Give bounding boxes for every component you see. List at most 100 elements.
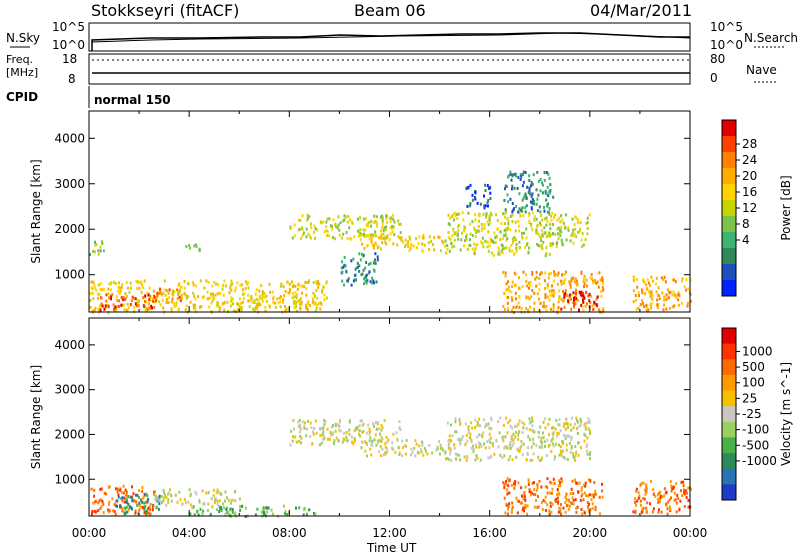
echo-cell	[211, 284, 214, 288]
echo-cell	[345, 270, 348, 274]
echo-cell	[430, 240, 433, 243]
echo-cell	[594, 505, 597, 509]
echo-cell	[681, 277, 684, 281]
echo-cell	[564, 292, 567, 296]
echo-cell	[551, 442, 554, 446]
echo-cell	[374, 230, 377, 234]
echo-cell	[302, 231, 305, 235]
echo-cell	[158, 300, 161, 304]
echo-cell	[123, 491, 126, 495]
echo-cell	[341, 279, 344, 283]
echo-cell	[571, 416, 574, 420]
echo-cell	[475, 229, 478, 233]
echo-cell	[563, 422, 566, 426]
echo-cell	[279, 305, 282, 309]
echo-cell	[503, 482, 506, 486]
echo-cell	[156, 496, 159, 499]
echo-cell	[497, 252, 500, 256]
echo-cell	[665, 297, 668, 301]
echo-cell	[472, 448, 475, 451]
echo-cell	[418, 444, 421, 448]
echo-cell	[170, 309, 173, 313]
echo-cell	[589, 451, 592, 455]
echo-cell	[664, 296, 667, 300]
echo-cell	[365, 224, 368, 227]
echo-cell	[365, 276, 368, 280]
echo-cell	[172, 302, 175, 306]
echo-cell	[510, 436, 513, 440]
echo-cell	[547, 444, 550, 448]
echo-cell	[510, 244, 513, 247]
echo-cell	[536, 292, 539, 296]
echo-cell	[534, 231, 537, 235]
echo-cell	[337, 215, 340, 219]
echo-cell	[338, 424, 341, 428]
echo-cell	[485, 212, 488, 216]
echo-cell	[506, 477, 509, 481]
echo-cell	[354, 278, 357, 282]
echo-cell	[522, 442, 525, 446]
echo-cell	[572, 492, 575, 495]
echo-cell	[503, 228, 506, 232]
echo-cell	[511, 458, 514, 462]
echo-cell	[501, 456, 504, 460]
echo-cell	[553, 216, 556, 220]
echo-cell	[678, 508, 681, 512]
echo-cell	[584, 304, 587, 308]
echo-cell	[331, 224, 333, 228]
echo-cell	[514, 220, 517, 224]
echo-cell	[205, 491, 208, 495]
echo-cell	[639, 303, 642, 307]
date-label: 04/Mar/2011	[590, 1, 692, 20]
echo-cell	[582, 280, 585, 284]
echo-cell	[635, 489, 638, 493]
echo-cell	[105, 293, 108, 297]
echo-cell	[131, 507, 133, 511]
echo-cell	[100, 296, 103, 300]
echo-cell	[547, 194, 550, 198]
echo-cell	[307, 419, 309, 423]
echo-cell	[292, 284, 295, 288]
echo-cell	[385, 214, 388, 218]
echo-cell	[90, 286, 93, 290]
echo-cell	[646, 501, 649, 505]
echo-cell	[642, 279, 645, 283]
echo-cell	[201, 296, 204, 299]
echo-cell	[557, 309, 559, 313]
echo-cell	[261, 292, 264, 296]
echo-cell	[449, 447, 452, 451]
echo-cell	[99, 249, 102, 253]
echo-cell	[507, 200, 510, 204]
echo-cell	[348, 428, 351, 432]
echo-cell	[229, 501, 232, 505]
echo-cell	[581, 232, 584, 236]
echo-cell	[193, 513, 196, 517]
echo-cell	[333, 439, 336, 443]
echo-cell	[302, 513, 305, 517]
echo-cell	[588, 502, 590, 506]
echo-cell	[385, 217, 388, 221]
echo-cell	[593, 481, 596, 484]
echo-cell	[149, 295, 152, 298]
echo-cell	[501, 436, 504, 440]
echo-cell	[574, 445, 577, 449]
echo-cell	[409, 247, 412, 251]
echo-cell	[229, 304, 232, 308]
echo-cell	[127, 495, 130, 498]
echo-cell	[128, 505, 131, 509]
echo-cell	[422, 453, 425, 457]
echo-region	[632, 275, 692, 312]
echo-cell	[368, 270, 371, 274]
echo-cell	[588, 453, 591, 457]
echo-cell	[215, 491, 218, 495]
echo-cell	[92, 249, 95, 253]
echo-cell	[487, 422, 490, 426]
echo-cell	[536, 197, 539, 201]
echo-cell	[465, 233, 468, 237]
echo-cell	[583, 277, 586, 281]
echo-cell	[194, 490, 197, 494]
echo-cell	[370, 442, 373, 446]
echo-cell	[512, 241, 514, 245]
echo-cell	[648, 289, 651, 293]
echo-cell	[529, 420, 532, 424]
